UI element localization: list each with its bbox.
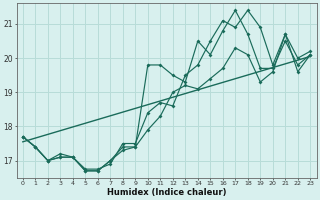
X-axis label: Humidex (Indice chaleur): Humidex (Indice chaleur): [107, 188, 226, 197]
